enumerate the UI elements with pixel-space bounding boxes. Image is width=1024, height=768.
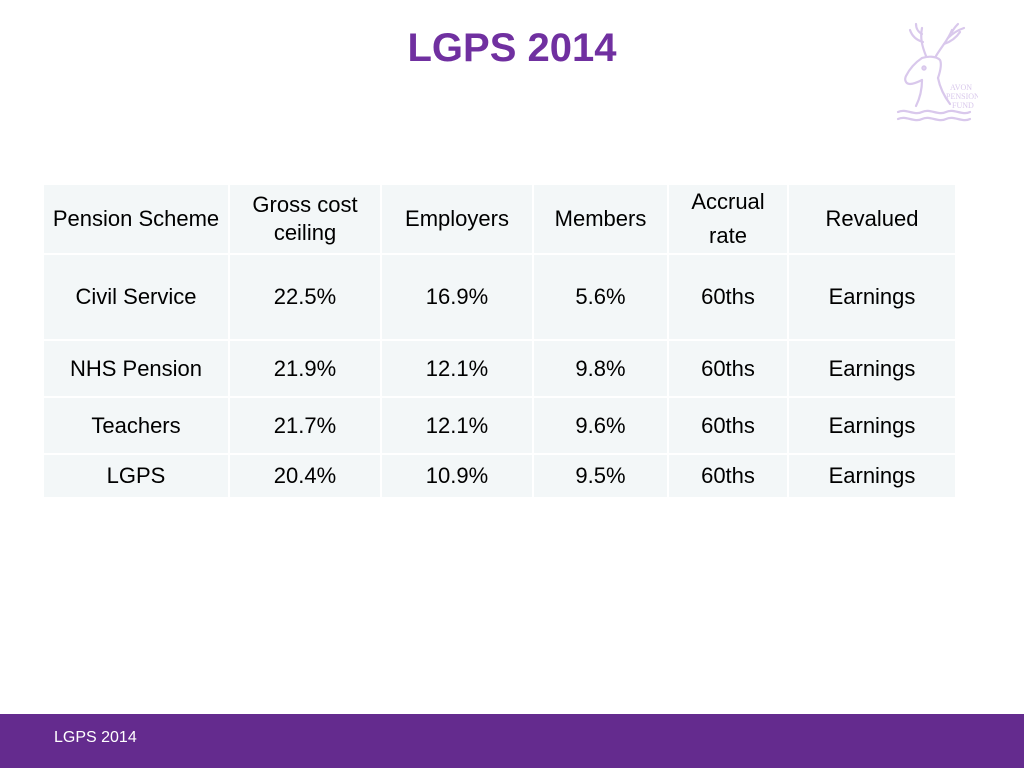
header-employers: Employers [380,183,534,255]
cell-scheme: NHS Pension [42,339,230,398]
table: Pension Scheme Gross cost ceiling Employ… [42,183,957,499]
avon-pension-fund-logo: AVON PENSION FUND [892,22,978,126]
cell-gross-cost: 21.7% [228,396,382,455]
cell-scheme: Teachers [42,396,230,455]
table-row: Civil Service 22.5% 16.9% 5.6% 60ths Ear… [42,253,957,341]
cell-scheme: Civil Service [42,253,230,341]
table-row: LGPS 20.4% 10.9% 9.5% 60ths Earnings [42,453,957,499]
footer-text: LGPS 2014 [54,729,137,746]
footer-bar [0,714,1024,768]
cell-members: 9.5% [532,453,669,499]
cell-members: 9.6% [532,396,669,455]
cell-revalued: Earnings [787,253,957,341]
logo-text-avon: AVON [950,83,972,92]
header-pension-scheme: Pension Scheme [42,183,230,255]
pension-comparison-table: Pension Scheme Gross cost ceiling Employ… [42,183,957,499]
header-members: Members [532,183,669,255]
slide-title: LGPS 2014 [407,26,617,70]
cell-members: 5.6% [532,253,669,341]
logo-text-fund: FUND [952,101,974,110]
cell-gross-cost: 20.4% [228,453,382,499]
cell-revalued: Earnings [787,453,957,499]
cell-accrual: 60ths [667,396,789,455]
cell-employers: 12.1% [380,339,534,398]
cell-accrual: 60ths [667,253,789,341]
cell-employers: 16.9% [380,253,534,341]
stag-logo-icon: AVON PENSION FUND [896,22,978,122]
cell-gross-cost: 22.5% [228,253,382,341]
cell-employers: 10.9% [380,453,534,499]
cell-accrual: 60ths [667,453,789,499]
table-header-row: Pension Scheme Gross cost ceiling Employ… [42,183,957,255]
cell-revalued: Earnings [787,339,957,398]
logo-text-pension: PENSION [946,92,978,101]
cell-members: 9.8% [532,339,669,398]
header-accrual-rate: Accrual rate [667,183,789,255]
cell-revalued: Earnings [787,396,957,455]
cell-gross-cost: 21.9% [228,339,382,398]
header-revalued: Revalued [787,183,957,255]
header-gross-cost-ceiling: Gross cost ceiling [228,183,382,255]
table-row: NHS Pension 21.9% 12.1% 9.8% 60ths Earni… [42,339,957,398]
cell-scheme: LGPS [42,453,230,499]
cell-accrual: 60ths [667,339,789,398]
cell-employers: 12.1% [380,396,534,455]
table-row: Teachers 21.7% 12.1% 9.6% 60ths Earnings [42,396,957,455]
